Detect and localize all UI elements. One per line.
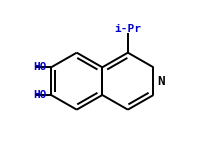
Text: HO: HO <box>33 62 47 72</box>
Text: HO: HO <box>33 90 47 100</box>
Text: N: N <box>157 75 165 88</box>
Text: i-Pr: i-Pr <box>114 24 141 34</box>
